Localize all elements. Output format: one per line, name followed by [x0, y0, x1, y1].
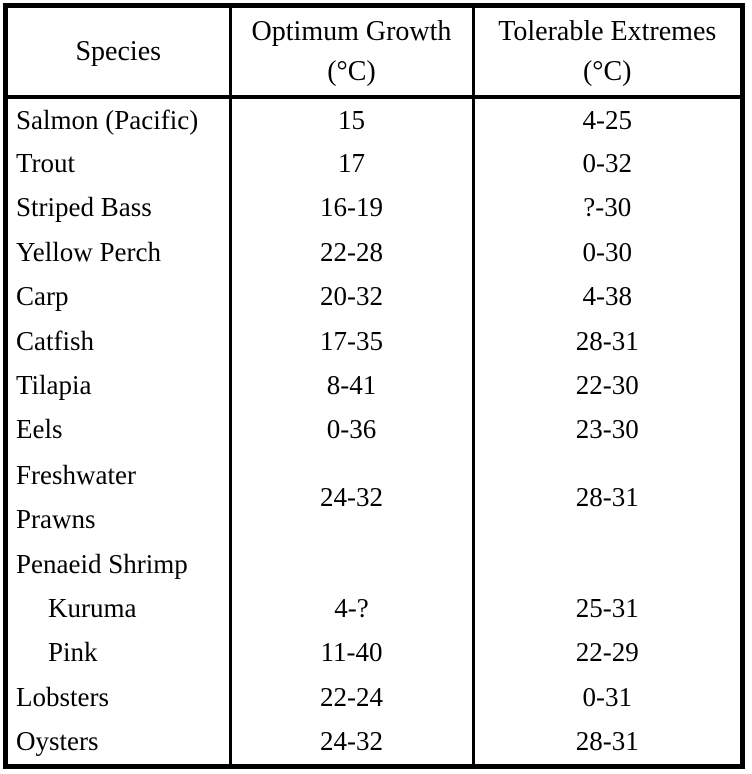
table-row-carp: Carp 20-32 4-38 — [8, 274, 740, 319]
tolerable-cell: 0-30 — [471, 230, 740, 275]
header-optimum-growth: Optimum Growth (°C) — [228, 8, 473, 99]
optimum-cell: 20-32 — [228, 274, 473, 319]
tolerable-cell: 0-32 — [471, 141, 740, 186]
tolerable-cell: 4-38 — [471, 274, 740, 319]
table-row-pink: Pink 11-40 22-29 — [8, 630, 740, 676]
tolerable-cell: 25-31 — [471, 586, 740, 631]
table-row-striped-bass: Striped Bass 16-19 ?-30 — [8, 185, 740, 231]
table-row-yellow-perch: Yellow Perch 22-28 0-30 — [8, 230, 740, 275]
species-cell: Lobsters — [16, 681, 109, 712]
header-species: Species — [8, 8, 230, 99]
tolerable-cell: 23-30 — [471, 407, 740, 453]
header-tolerable-title: Tolerable Extremes — [498, 15, 717, 47]
tolerable-cell: 28-31 — [471, 719, 740, 764]
optimum-cell: 17-35 — [228, 318, 473, 364]
species-cell: Pink — [48, 637, 98, 668]
table-row-eels: Eels 0-36 23-30 — [8, 407, 740, 453]
species-cell-line: Freshwater — [16, 460, 136, 491]
species-cell: Trout — [16, 148, 76, 179]
optimum-cell: 11-40 — [228, 630, 473, 676]
species-cell: Striped Bass — [16, 192, 152, 223]
table-row-catfish: Catfish 17-35 28-31 — [8, 318, 740, 364]
optimum-cell: 15 — [228, 97, 473, 142]
species-cell: Oysters — [16, 726, 99, 757]
optimum-cell — [228, 541, 473, 587]
table-row-salmon: Salmon (Pacific) 15 4-25 — [8, 97, 740, 142]
species-temperature-table: Species Optimum Growth (°C) Tolerable Ex… — [8, 8, 740, 764]
table-row-penaeid-shrimp: Penaeid Shrimp — [8, 541, 740, 587]
optimum-cell: 24-32 — [228, 719, 473, 764]
optimum-cell: 22-28 — [228, 230, 473, 275]
optimum-cell: 0-36 — [228, 407, 473, 453]
table-row-kuruma: Kuruma 4-? 25-31 — [8, 586, 740, 631]
table-frame: Species Optimum Growth (°C) Tolerable Ex… — [3, 3, 745, 769]
tolerable-cell: 28-31 — [471, 452, 740, 542]
optimum-cell: 4-? — [228, 586, 473, 631]
table-row-tilapia: Tilapia 8-41 22-30 — [8, 363, 740, 408]
tolerable-cell: 0-31 — [471, 675, 740, 720]
species-cell-line: Prawns — [16, 504, 96, 535]
species-cell: Salmon (Pacific) — [16, 104, 199, 135]
header-optimum-title: Optimum Growth — [251, 15, 452, 47]
table-row-lobsters: Lobsters 22-24 0-31 — [8, 675, 740, 720]
header-species-label: Species — [75, 35, 162, 67]
optimum-cell: 8-41 — [228, 363, 473, 408]
optimum-cell: 24-32 — [228, 452, 473, 542]
species-cell: Freshwater Prawns — [8, 452, 230, 542]
optimum-cell: 17 — [228, 141, 473, 186]
optimum-cell: 16-19 — [228, 185, 473, 231]
header-row: Species Optimum Growth (°C) Tolerable Ex… — [8, 8, 740, 99]
tolerable-cell: 4-25 — [471, 97, 740, 142]
species-cell: Eels — [16, 414, 63, 445]
tolerable-cell: 22-29 — [471, 630, 740, 676]
table-row-trout: Trout 17 0-32 — [8, 141, 740, 186]
species-cell: Carp — [16, 281, 69, 312]
header-tolerable-extremes: Tolerable Extremes (°C) — [471, 8, 740, 99]
tolerable-cell: 28-31 — [471, 318, 740, 364]
species-cell: Kuruma — [48, 593, 137, 623]
tolerable-cell: 22-30 — [471, 363, 740, 408]
species-cell: Catfish — [16, 325, 94, 356]
species-cell: Penaeid Shrimp — [16, 548, 188, 579]
header-optimum-unit: (°C) — [327, 55, 376, 87]
optimum-cell: 22-24 — [228, 675, 473, 720]
species-cell: Yellow Perch — [16, 236, 162, 267]
tolerable-cell: ?-30 — [471, 185, 740, 231]
header-tolerable-unit: (°C) — [582, 55, 632, 87]
table-row-oysters: Oysters 24-32 28-31 — [8, 719, 740, 764]
tolerable-cell — [471, 541, 740, 587]
species-cell: Tilapia — [16, 370, 92, 401]
table-row-freshwater-prawns: Freshwater Prawns 24-32 28-31 — [8, 452, 740, 542]
